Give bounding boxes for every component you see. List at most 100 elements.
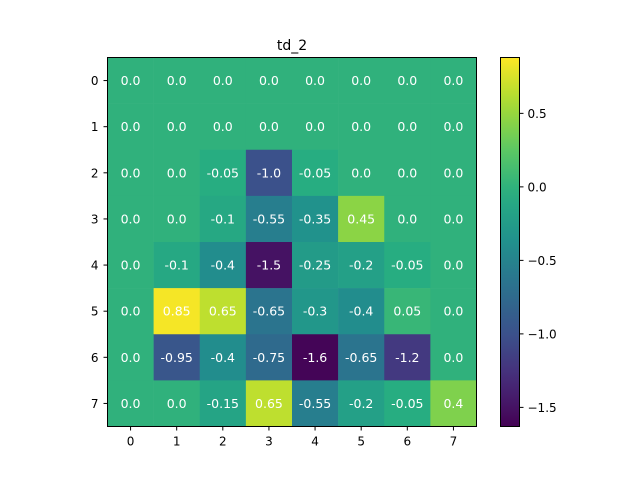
heatmap-cell-label-r1-c4: 0.0 [305,119,325,134]
heatmap-cell-label-r7-c2: -0.15 [207,396,239,411]
heatmap-cell-r3-c0 [107,195,154,243]
heatmap-cell-label-r4-c6: -0.05 [391,258,423,273]
heatmap-cell-r3-c7 [430,195,477,243]
heatmap-cell-r0-c7 [430,57,477,104]
heatmap-cell-labels: 0.0 0.0 0.0 0.0 0.0 0.0 0.0 0.0 0.0 0.0 0.0 0.0 0.0 0… [121,73,464,411]
heatmap-cell-label-r0-c3: 0.0 [259,73,279,88]
heatmap-cell-label-r1-c7: 0.0 [443,119,463,134]
plot-frame [107,57,477,427]
heatmap-cell-label-r3-c6: 0.0 [397,211,417,226]
y-tick-label-2: 2 [91,166,99,180]
heatmap-cell-r1-c0 [107,103,154,151]
heatmap-cell-label-r1-c1: 0.0 [167,119,187,134]
x-tick-label-7: 7 [450,435,458,449]
heatmap-cell-label-r4-c7: 0.0 [443,258,463,273]
heatmap-cell-r1-c1 [153,103,201,151]
heatmap-cell-label-r4-c3: -1.5 [257,258,281,273]
heatmap-cell-label-r6-c7: 0.0 [443,350,463,365]
heatmap-cell-r2-c0 [107,149,154,197]
heatmap-cell-label-r5-c1: 0.85 [163,304,191,319]
y-tick-label-4: 4 [91,259,99,273]
heatmap-cell-r0-c0 [107,57,154,104]
heatmap-cell-label-r0-c2: 0.0 [213,73,233,88]
heatmap-cell-r3-c5 [338,195,385,243]
heatmap-cell-label-r5-c6: 0.05 [393,304,421,319]
heatmap-cell-label-r3-c4: -0.35 [299,211,331,226]
colorbar-tick-label-3: −1.0 [528,327,557,341]
heatmap-cell-label-r0-c5: 0.0 [351,73,371,88]
heatmap-cell-label-r0-c0: 0.0 [121,73,141,88]
heatmap-cell-label-r5-c4: -0.3 [303,304,327,319]
heatmap-cell-r4-c6 [384,242,431,289]
heatmap-cell-r7-c2 [199,380,247,427]
heatmap-cell-r2-c6 [384,149,431,197]
heatmap-cell-r1-c4 [292,103,339,151]
y-tick-label-3: 3 [91,212,99,226]
heatmap-cell-label-r6-c4: -1.6 [303,350,327,365]
heatmap-cell-r3-c2 [199,195,247,243]
heatmap-cell-r5-c4 [292,288,339,335]
heatmap-cell-r6-c2 [199,334,247,381]
heatmap-cell-r1-c5 [338,103,385,151]
heatmap-cell-r4-c4 [292,242,339,289]
heatmap-cell-r1-c6 [384,103,431,151]
heatmap-cell-r6-c4 [292,334,339,381]
heatmap-cell-r1-c7 [430,103,477,151]
heatmap-cell-r6-c0 [107,334,154,381]
heatmap-cell-r7-c6 [384,380,431,427]
heatmap-cell-label-r2-c4: -0.05 [299,165,331,180]
heatmap-cell-label-r1-c6: 0.0 [397,119,417,134]
heatmap-cell-label-r3-c1: 0.0 [167,211,187,226]
heatmap-cell-r3-c1 [153,195,201,243]
heatmap-cell-r5-c3 [245,288,293,335]
heatmap-cell-label-r2-c2: -0.05 [207,165,239,180]
heatmap-cell-label-r0-c6: 0.0 [397,73,417,88]
heatmap-cell-r2-c2 [199,149,247,197]
heatmap-cell-r4-c5 [338,242,385,289]
heatmap-cell-label-r7-c6: -0.05 [391,396,423,411]
heatmap-cell-r7-c4 [292,380,339,427]
colorbar-tick-label-1: 0.0 [528,180,547,194]
heatmap-cell-r6-c1 [153,334,201,381]
heatmap-cell-label-r2-c6: 0.0 [397,165,417,180]
heatmap-cell-label-r3-c2: -0.1 [211,211,235,226]
heatmap-cell-r2-c7 [430,149,477,197]
heatmap-cell-label-r2-c5: 0.0 [351,165,371,180]
heatmap-cell-label-r3-c7: 0.0 [443,211,463,226]
heatmap-cell-label-r1-c2: 0.0 [213,119,233,134]
heatmap-cell-label-r0-c7: 0.0 [443,73,463,88]
heatmap-cell-r5-c6 [384,288,431,335]
x-tick-label-0: 0 [127,435,135,449]
colorbar-tick-label-2: −0.5 [528,254,557,268]
heatmap-cell-label-r6-c5: -0.65 [345,350,377,365]
heatmap-cell-label-r4-c2: -0.4 [211,258,235,273]
heatmap-cell-label-r4-c5: -0.2 [349,258,373,273]
y-tick-label-6: 6 [91,351,99,365]
heatmap-cell-r0-c3 [245,57,293,104]
y-axis: 0 1 2 3 4 5 6 7 [91,74,108,411]
heatmap-cell-label-r7-c0: 0.0 [121,396,141,411]
heatmap-cell-label-r7-c7: 0.4 [443,396,463,411]
heatmap-cell-label-r6-c1: -0.95 [161,350,193,365]
heatmap-cell-r4-c7 [430,242,477,289]
heatmap-cell-label-r1-c5: 0.0 [351,119,371,134]
heatmap-cell-r4-c0 [107,242,154,289]
heatmap-cell-r6-c3 [245,334,293,381]
heatmap-cell-label-r2-c1: 0.0 [167,165,187,180]
heatmap-cell-label-r5-c5: -0.4 [349,304,373,319]
heatmap-cell-label-r4-c0: 0.0 [121,258,141,273]
heatmap-cell-label-r0-c1: 0.0 [167,73,187,88]
heatmap-cell-r1-c2 [199,103,247,151]
heatmap-cell-r2-c3 [245,149,293,197]
heatmap-cell-r7-c7 [430,380,477,427]
heatmap-cell-label-r7-c5: -0.2 [349,396,373,411]
heatmap-cell-label-r2-c0: 0.0 [121,165,141,180]
heatmap-cell-label-r1-c0: 0.0 [121,119,141,134]
heatmap-cell-label-r3-c0: 0.0 [121,211,141,226]
heatmap-cell-label-r5-c3: -0.65 [253,304,285,319]
heatmap-cell-r0-c4 [292,57,339,104]
heatmap-cell-label-r5-c0: 0.0 [121,304,141,319]
x-axis: 0 1 2 3 4 5 6 7 [127,426,458,449]
heatmap-cell-r6-c7 [430,334,477,381]
